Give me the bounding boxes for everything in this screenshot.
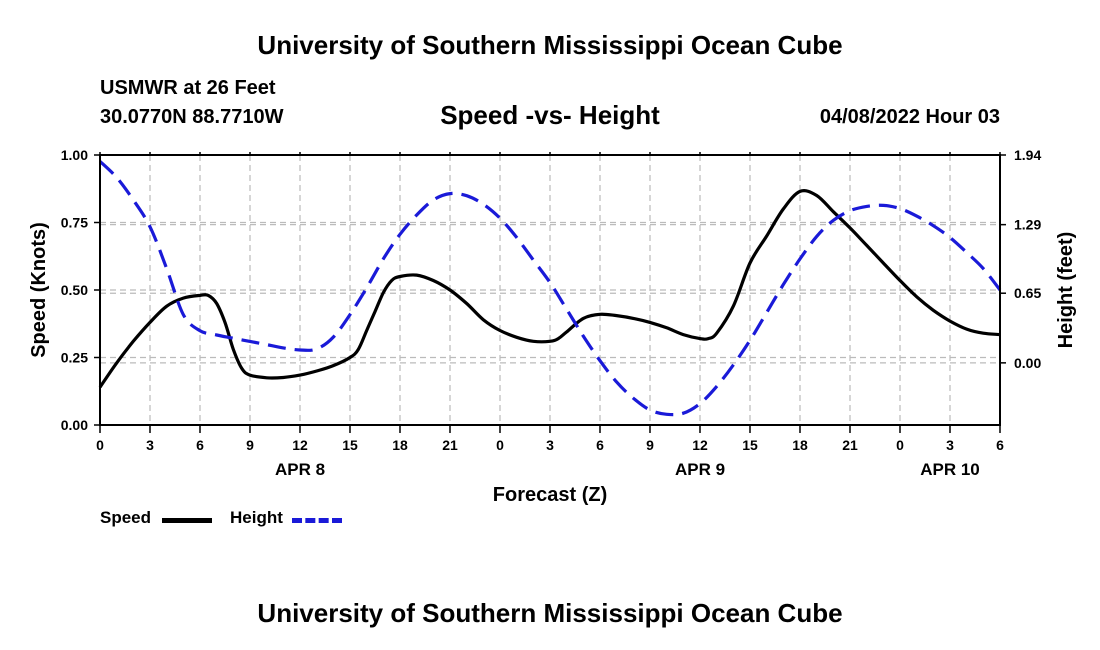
x-tick-label: 15 <box>742 437 758 453</box>
x-tick-label: 9 <box>646 437 654 453</box>
y2-axis-title: Height (feet) <box>1055 232 1077 349</box>
speed-height-chart: 0 3 6 9 12 15 18 21 0 3 6 9 12 15 18 21 0 3 6 0.00 0.25 0.50 0… <box>28 147 1077 506</box>
series-line-speed <box>98 189 1001 389</box>
forecast-timestamp: 04/08/2022 Hour 03 <box>819 106 1000 128</box>
chart-title: Speed -vs- Height <box>440 100 660 130</box>
x-tick-label: 3 <box>146 437 154 453</box>
date-label: APR 9 <box>675 460 725 479</box>
x-tick-label: 6 <box>196 437 204 453</box>
axis-ticks <box>94 152 1006 433</box>
y2-tick-label: 1.29 <box>1014 217 1041 233</box>
x-axis-title: Forecast (Z) <box>493 484 607 506</box>
y2-tick-label: 0.00 <box>1014 355 1041 371</box>
y-tick-label: 0.25 <box>61 350 88 366</box>
axis-labels: 0 3 6 9 12 15 18 21 0 3 6 9 12 15 18 21 0 3 6 0.00 0.25 0.50 0… <box>28 147 1077 506</box>
legend-height-label: Height <box>230 508 283 527</box>
date-label: APR 10 <box>920 460 980 479</box>
station-coordinates: 30.0770N 88.7710W <box>100 106 284 128</box>
y-tick-label: 1.00 <box>61 147 88 163</box>
date-label: APR 8 <box>275 460 325 479</box>
x-tick-label: 0 <box>96 437 104 453</box>
x-tick-label: 3 <box>946 437 954 453</box>
legend-height-swatch <box>292 518 342 523</box>
y2-tick-label: 1.94 <box>1014 147 1041 163</box>
page-title: University of Southern Mississippi Ocean… <box>257 30 843 60</box>
y-tick-label: 0.50 <box>61 282 88 298</box>
x-tick-label: 6 <box>596 437 604 453</box>
series-line-height <box>98 160 1002 417</box>
y-tick-label: 0.00 <box>61 417 88 433</box>
legend-speed-label: Speed <box>100 508 152 527</box>
x-tick-label: 18 <box>792 437 808 453</box>
chart-series <box>98 160 1002 417</box>
x-tick-label: 21 <box>842 437 858 453</box>
x-tick-label: 0 <box>496 437 504 453</box>
grid-lines <box>100 154 1000 425</box>
x-tick-label: 21 <box>442 437 458 453</box>
x-tick-label: 12 <box>692 437 708 453</box>
x-tick-label: 6 <box>996 437 1004 453</box>
y-axis-title: Speed (Knots) <box>28 222 50 358</box>
legend-speed-swatch <box>162 518 212 523</box>
x-tick-label: 3 <box>546 437 554 453</box>
x-tick-label: 12 <box>292 437 308 453</box>
y-tick-label: 0.75 <box>61 215 88 231</box>
x-tick-label: 18 <box>392 437 408 453</box>
station-label: USMWR at 26 Feet <box>100 77 276 99</box>
x-tick-label: 15 <box>342 437 358 453</box>
x-tick-label: 9 <box>246 437 254 453</box>
footer-title: University of Southern Mississippi Ocean… <box>257 598 843 628</box>
y2-tick-label: 0.65 <box>1014 285 1041 301</box>
x-tick-label: 0 <box>896 437 904 453</box>
